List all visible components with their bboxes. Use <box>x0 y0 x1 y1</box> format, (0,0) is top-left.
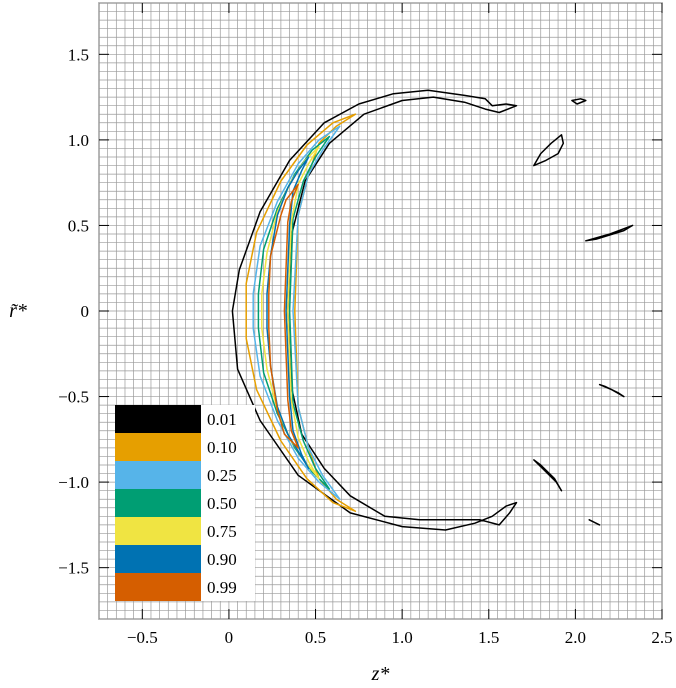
contour-line-0.01 <box>588 519 601 526</box>
x-tick-label: 1.5 <box>478 628 499 647</box>
contour-line-0.01 <box>231 89 518 531</box>
contour-lines <box>231 89 634 531</box>
legend-swatch <box>115 405 201 433</box>
legend-swatch <box>115 517 201 545</box>
contour-line-0.25 <box>252 125 341 500</box>
y-tick-label: 0.5 <box>68 216 89 235</box>
x-tick-label: −0.5 <box>127 628 158 647</box>
y-tick-label: −0.5 <box>58 388 89 407</box>
x-tick-label: 0 <box>225 628 234 647</box>
legend-swatch <box>115 545 201 573</box>
legend-swatch <box>115 433 201 461</box>
y-tick-label: 1.0 <box>68 131 89 150</box>
y-tick-label: −1.5 <box>58 559 89 578</box>
x-tick-label: 2.5 <box>651 628 672 647</box>
contour-line-0.01 <box>533 134 565 167</box>
legend-label: 0.10 <box>207 438 237 457</box>
contour-line-0.99 <box>268 183 299 449</box>
legend-label: 0.99 <box>207 578 237 597</box>
y-tick-label: 1.5 <box>68 45 89 64</box>
legend-label: 0.25 <box>207 466 237 485</box>
legend-label: 0.01 <box>207 410 237 429</box>
contour-line-0.01 <box>533 459 563 492</box>
legend: 0.01 0.10 0.25 0.50 0.75 0.90 0.99 <box>115 405 255 601</box>
legend-label: 0.50 <box>207 494 237 513</box>
axis-ticks: −0.5 0 0.5 1.0 1.5 2.0 2.51.51.00.50−0.5−1.0−1… <box>58 3 673 647</box>
contour-line-0.01 <box>571 98 587 105</box>
x-tick-label: 2.0 <box>565 628 586 647</box>
x-tick-label: 1.0 <box>392 628 413 647</box>
legend-label: 0.90 <box>207 550 237 569</box>
legend-swatch <box>115 461 201 489</box>
legend-swatch <box>115 573 201 601</box>
legend-swatch <box>115 489 201 517</box>
x-tick-label: 0.5 <box>305 628 326 647</box>
contour-line-0.01 <box>585 224 634 242</box>
legend-label: 0.75 <box>207 522 237 541</box>
x-axis-label: z* <box>371 663 390 685</box>
contour-line-0.01 <box>598 383 625 398</box>
y-axis-label: r̃* <box>9 300 27 322</box>
y-tick-label: −1.0 <box>58 473 89 492</box>
y-tick-label: 0 <box>81 302 90 321</box>
